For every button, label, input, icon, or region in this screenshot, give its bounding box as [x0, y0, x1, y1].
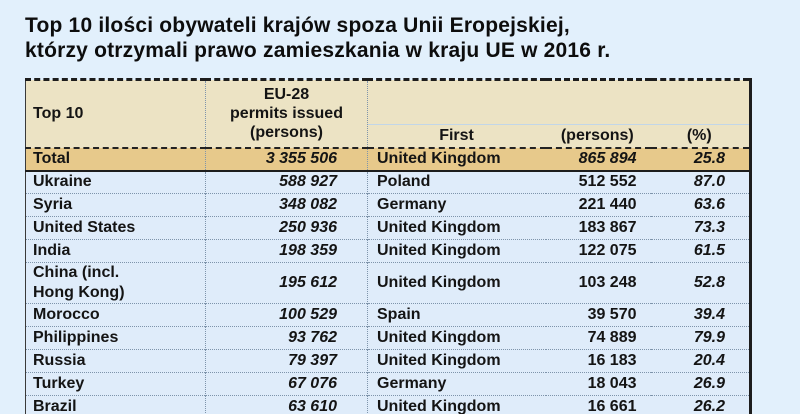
cell-percent: 26.9 — [650, 372, 751, 396]
cell-eu28-permits: 348 082 — [205, 193, 368, 217]
cell-first-country: United Kingdom — [367, 349, 546, 373]
table-row: Brazil 63 610 United Kingdom 16 661 26.2 — [25, 395, 751, 414]
column-header-top10: Top 10 — [25, 79, 206, 149]
column-header-eu28-line3: (persons) — [250, 124, 323, 142]
cell-first-country: Germany — [367, 193, 546, 217]
residence-permits-table: Top 10 EU-28 permits issued (persons) Fi… — [25, 78, 753, 414]
page-title: Top 10 ilości obywateli krajów spoza Uni… — [25, 13, 610, 63]
cell-country: China (incl. Hong Kong) — [25, 262, 206, 304]
column-header-first-group: First (persons) (%) — [366, 79, 751, 149]
cell-eu28-permits: 67 076 — [205, 372, 368, 396]
cell-eu28-permits: 93 762 — [205, 326, 368, 350]
table-row: Ukraine 588 927 Poland 512 552 87.0 — [25, 170, 751, 194]
total-row: Total 3 355 506 United Kingdom 865 894 2… — [25, 147, 751, 172]
cell-eu28-permits: 250 936 — [205, 216, 368, 240]
page-title-line-2: którzy otrzymali prawo zamieszkania w kr… — [25, 39, 611, 62]
column-header-persons: (persons) — [560, 126, 634, 144]
column-header-percent: (%) — [686, 126, 712, 144]
column-header-eu28-permits: EU-28 permits issued (persons) — [205, 79, 368, 149]
cell-percent: 52.8 — [650, 262, 751, 304]
cell-country: Syria — [25, 193, 206, 217]
cell-eu28-permits: 588 927 — [205, 170, 368, 194]
cell-eu28-permits: 79 397 — [205, 349, 368, 373]
cell-persons: 18 043 — [545, 372, 651, 396]
table-row: India 198 359 United Kingdom 122 075 61.… — [25, 239, 751, 263]
cell-persons: 74 889 — [545, 326, 651, 350]
column-header-eu28-line2: permits issued — [230, 105, 343, 123]
cell-percent: 61.5 — [650, 239, 751, 263]
cell-percent: 39.4 — [650, 303, 751, 327]
cell-first-country: Germany — [367, 372, 546, 396]
cell-eu28-permits: 195 612 — [205, 262, 368, 304]
cell-percent: 26.2 — [650, 395, 751, 414]
cell-first-country: United Kingdom — [367, 216, 546, 240]
table-row: Turkey 67 076 Germany 18 043 26.9 — [25, 372, 751, 396]
cell-percent: 25.8 — [650, 147, 751, 172]
cell-eu28-permits: 3 355 506 — [205, 147, 368, 172]
cell-first-country: Spain — [367, 303, 546, 327]
table-row: Russia 79 397 United Kingdom 16 183 20.4 — [25, 349, 751, 373]
cell-persons: 16 661 — [545, 395, 651, 414]
cell-persons: 183 867 — [545, 216, 651, 240]
cell-persons: 221 440 — [545, 193, 651, 217]
cell-country: Brazil — [25, 395, 206, 414]
cell-country: Ukraine — [25, 170, 206, 194]
table-row: United States 250 936 United Kingdom 183… — [25, 216, 751, 240]
cell-percent: 20.4 — [650, 349, 751, 373]
cell-country: Russia — [25, 349, 206, 373]
table-header-row: Top 10 EU-28 permits issued (persons) Fi… — [25, 79, 751, 149]
cell-first-country: United Kingdom — [367, 147, 546, 172]
sub-header-row: First (persons) (%) — [368, 123, 750, 147]
table-row: China (incl. Hong Kong) 195 612 United K… — [25, 262, 751, 304]
cell-persons: 103 248 — [545, 262, 651, 304]
column-header-eu28-line1: EU-28 — [263, 86, 310, 104]
cell-first-country: United Kingdom — [367, 326, 546, 350]
cell-first-country: United Kingdom — [367, 239, 546, 263]
cell-country: Morocco — [25, 303, 206, 327]
cell-first-country: United Kingdom — [367, 395, 546, 414]
cell-first-country: United Kingdom — [367, 262, 546, 304]
table-row: Syria 348 082 Germany 221 440 63.6 — [25, 193, 751, 217]
cell-country: Philippines — [25, 326, 206, 350]
cell-persons: 512 552 — [545, 170, 651, 194]
cell-country: Total — [25, 147, 206, 172]
cell-persons: 39 570 — [545, 303, 651, 327]
cell-eu28-permits: 198 359 — [205, 239, 368, 263]
cell-first-country: Poland — [367, 170, 546, 194]
cell-percent: 87.0 — [650, 170, 751, 194]
cell-eu28-permits: 63 610 — [205, 395, 368, 414]
table-row: Philippines 93 762 United Kingdom 74 889… — [25, 326, 751, 350]
cell-percent: 63.6 — [650, 193, 751, 217]
cell-country: United States — [25, 216, 206, 240]
cell-persons: 122 075 — [545, 239, 651, 263]
cell-country: Turkey — [25, 372, 206, 396]
cell-country: India — [25, 239, 206, 263]
table-row: Morocco 100 529 Spain 39 570 39.4 — [25, 303, 751, 327]
cell-percent: 79.9 — [650, 326, 751, 350]
page-title-line-1: Top 10 ilości obywateli krajów spoza Uni… — [25, 14, 570, 37]
cell-persons: 16 183 — [545, 349, 651, 373]
cell-persons: 865 894 — [545, 147, 651, 172]
cell-percent: 73.3 — [650, 216, 751, 240]
column-header-first: First — [439, 126, 474, 144]
cell-eu28-permits: 100 529 — [205, 303, 368, 327]
